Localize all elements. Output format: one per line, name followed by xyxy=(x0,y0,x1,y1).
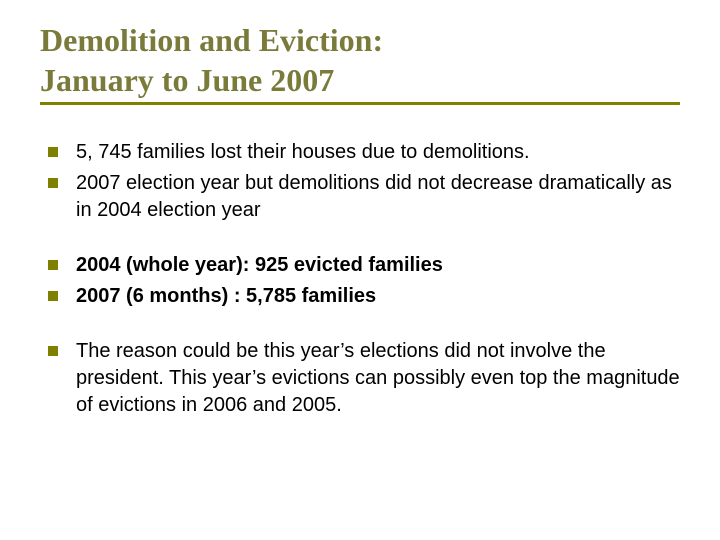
title-line-1: Demolition and Eviction: xyxy=(40,22,383,58)
bullet-icon xyxy=(48,291,58,301)
bullet-text: 2007 (6 months) : 5,785 families xyxy=(76,283,376,310)
bullet-icon xyxy=(48,147,58,157)
title-block: Demolition and Eviction: January to June… xyxy=(40,20,680,105)
bullet-group: The reason could be this year’s election… xyxy=(48,338,680,419)
slide: Demolition and Eviction: January to June… xyxy=(0,0,720,540)
list-item: 2007 (6 months) : 5,785 families xyxy=(48,283,680,310)
title-underline xyxy=(40,102,680,105)
bullet-text: 5, 745 families lost their houses due to… xyxy=(76,139,530,166)
content-area: 5, 745 families lost their houses due to… xyxy=(40,113,680,419)
bullet-group: 5, 745 families lost their houses due to… xyxy=(48,139,680,224)
bullet-text: 2007 election year but demolitions did n… xyxy=(76,170,680,224)
list-item: The reason could be this year’s election… xyxy=(48,338,680,419)
list-item: 2007 election year but demolitions did n… xyxy=(48,170,680,224)
bullet-icon xyxy=(48,178,58,188)
bullet-text: The reason could be this year’s election… xyxy=(76,338,680,419)
bullet-icon xyxy=(48,260,58,270)
bullet-text: 2004 (whole year): 925 evicted families xyxy=(76,252,443,279)
list-item: 5, 745 families lost their houses due to… xyxy=(48,139,680,166)
list-item: 2004 (whole year): 925 evicted families xyxy=(48,252,680,279)
bullet-group: 2004 (whole year): 925 evicted families … xyxy=(48,252,680,310)
bullet-icon xyxy=(48,346,58,356)
title-line-2: January to June 2007 xyxy=(40,62,334,98)
slide-title: Demolition and Eviction: January to June… xyxy=(40,20,680,100)
